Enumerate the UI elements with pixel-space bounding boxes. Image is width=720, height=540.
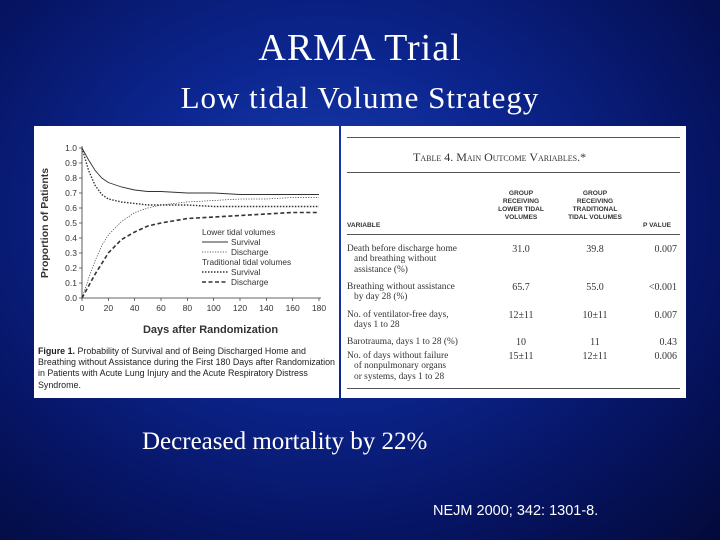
cell-lower: 31.0 (512, 244, 530, 255)
y-tick-label: 1.0 (65, 143, 77, 153)
chart-legend: Lower tidal volumesSurvivalDischargeTrad… (202, 227, 291, 287)
x-tick-label: 180 (312, 303, 326, 313)
series-line-3 (81, 147, 319, 208)
header-lower-group: GROUP RECEIVING LOWER TIDAL VOLUMES (498, 190, 544, 221)
cell-traditional: 12±11 (582, 351, 608, 362)
row-label: No. of days without failure of nonpulmon… (347, 351, 449, 382)
cell-lower: 10 (516, 337, 526, 348)
y-tick-label: 0.5 (65, 218, 77, 228)
x-tick-label: 0 (80, 303, 85, 313)
cell-p-value: 0.43 (659, 337, 678, 348)
table-bottom-rule (347, 388, 680, 389)
row-label: No. of ventilator-free days, days 1 to 2… (347, 310, 449, 331)
cell-p-value: 0.007 (654, 244, 678, 255)
header-p-value: P VALUE (643, 222, 671, 229)
table-top-rule (347, 137, 680, 139)
cell-lower: 65.7 (512, 282, 530, 293)
header-traditional-group: GROUP RECEIVING TRADITIONAL TIDAL VOLUME… (568, 190, 622, 221)
legend-item: Discharge (231, 277, 269, 287)
table-title: Table 4. Main Outcome Variables.* (413, 150, 587, 164)
cell-traditional: 11 (590, 337, 600, 348)
y-axis-label: Proportion of Patients (39, 168, 51, 278)
x-tick-label: 100 (207, 303, 221, 313)
y-tick-label: 0.9 (65, 158, 77, 168)
cell-traditional: 39.8 (586, 244, 604, 255)
y-tick-label: 0.4 (65, 233, 77, 243)
cell-lower: 12±11 (508, 310, 534, 321)
series-line-1 (81, 147, 319, 195)
row-label: Death before discharge home and breathin… (347, 244, 457, 275)
x-tick-label: 140 (259, 303, 273, 313)
row-label: Barotrauma, days 1 to 28 (%) (347, 337, 458, 347)
legend-group-title: Traditional tidal volumes (202, 257, 291, 267)
legend-item: Discharge (231, 247, 269, 257)
x-tick-label: 60 (156, 303, 166, 313)
table-panel: Table 4. Main Outcome Variables.* VARIABL… (341, 126, 686, 398)
citation: NEJM 2000; 342: 1301-8. (433, 503, 599, 519)
y-tick-label: 0.3 (65, 248, 77, 258)
x-tick-label: 20 (104, 303, 114, 313)
x-tick-label: 80 (183, 303, 193, 313)
cell-p-value: <0.001 (648, 282, 677, 293)
cell-traditional: 55.0 (586, 282, 604, 293)
table-header-rule (347, 234, 680, 235)
series-layer (81, 147, 319, 299)
legend-group-title: Lower tidal volumes (202, 227, 275, 237)
slide-subtitle: Low tidal Volume Strategy (180, 80, 540, 115)
cell-p-value: 0.006 (654, 351, 678, 362)
chart-axes: 0.0 0.1 0.2 0.3 0.4 0.5 0.6 0.7 0.8 0.9 1.0 0 20 40 60… (39, 143, 326, 336)
x-tick-label: 160 (286, 303, 300, 313)
figure-caption-text: Probability of Survival and of Being Dis… (38, 346, 335, 390)
y-tick-label: 0.1 (65, 278, 77, 288)
table-rule (347, 172, 680, 173)
legend-item: Survival (231, 267, 261, 277)
header-variable: VARIABLE (347, 222, 381, 229)
outcome-table: Table 4. Main Outcome Variables.* VARIABL… (341, 126, 686, 398)
x-tick-label: 40 (130, 303, 140, 313)
x-axis-label: Days after Randomization (143, 324, 278, 336)
x-tick-label: 120 (233, 303, 247, 313)
y-tick-label: 0.0 (65, 293, 77, 303)
series-line-2 (81, 197, 319, 299)
y-tick-label: 0.6 (65, 203, 77, 213)
y-tick-label: 0.2 (65, 263, 77, 273)
survival-chart: 0.0 0.1 0.2 0.3 0.4 0.5 0.6 0.7 0.8 0.9 1.0 0 20 40 60… (39, 143, 326, 336)
mortality-statement: Decreased mortality by 22% (142, 428, 428, 455)
y-tick-label: 0.8 (65, 173, 77, 183)
figure-caption: Figure 1. Probability of Survival and of… (38, 346, 335, 391)
slide-title: ARMA Trial (258, 27, 462, 69)
y-tick-label: 0.7 (65, 188, 77, 198)
cell-traditional: 10±11 (582, 310, 608, 321)
cell-p-value: 0.007 (654, 310, 678, 321)
figure-panel: 0.0 0.1 0.2 0.3 0.4 0.5 0.6 0.7 0.8 0.9 1.0 0 20 40 60… (34, 126, 339, 398)
figure-caption-label: Figure 1. (38, 346, 75, 356)
legend-item: Survival (231, 237, 261, 247)
series-line-4 (81, 211, 319, 299)
cell-lower: 15±11 (508, 351, 534, 362)
row-label: Breathing without assistance by day 28 (… (347, 282, 455, 303)
